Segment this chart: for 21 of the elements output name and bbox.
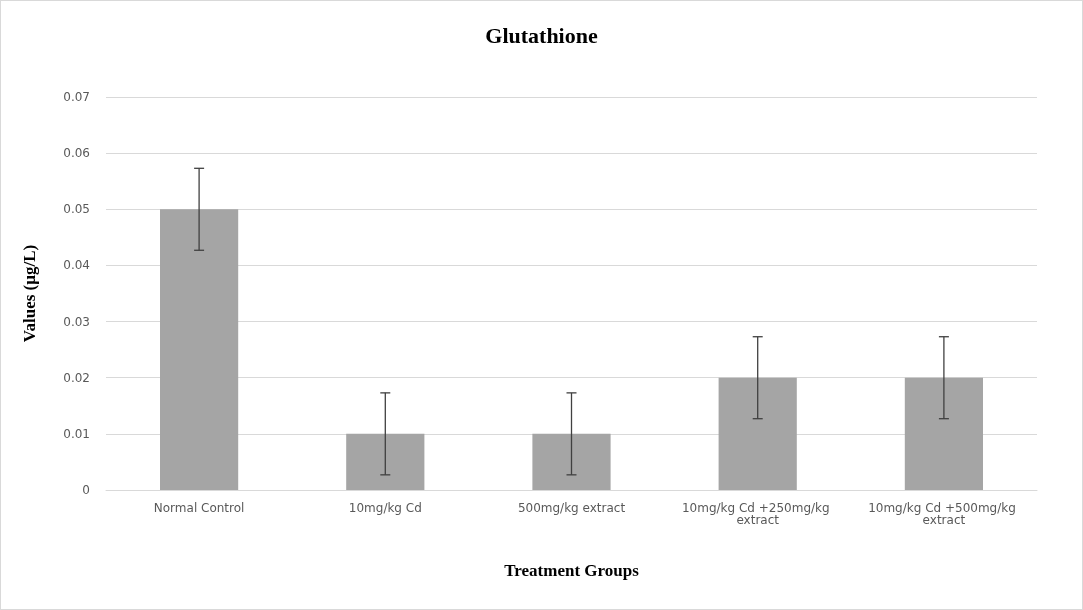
y-tick-label: 0: [82, 483, 90, 497]
y-tick-label: 0.02: [63, 370, 90, 385]
x-tick-label: 10mg/kg Cd +250mg/kg extract: [681, 501, 834, 527]
bar: [718, 377, 797, 490]
bar: [160, 209, 239, 490]
y-tick-label: 0.06: [63, 146, 90, 161]
chart-title: Glutathione: [485, 22, 598, 48]
y-tick-label: 0.01: [63, 426, 90, 441]
x-tick-label: 10mg/kg Cd +500mg/kg extract: [868, 501, 1020, 527]
x-axis-title: Treatment Groups: [504, 561, 640, 580]
bar: [346, 433, 425, 490]
y-tick-label: 0.05: [63, 202, 90, 217]
x-tick-label: Normal Control: [153, 501, 245, 515]
bar: [904, 377, 983, 490]
bar: [532, 433, 611, 490]
x-tick-label: 10mg/kg Cd: [348, 501, 422, 515]
y-tick-label: 0.07: [63, 90, 90, 104]
y-tick-label: 0.04: [63, 258, 90, 273]
y-axis-title: Values (µg/L): [20, 244, 39, 343]
x-tick-label: 500mg/kg extract: [517, 501, 626, 515]
y-tick-label: 0.03: [63, 314, 90, 329]
